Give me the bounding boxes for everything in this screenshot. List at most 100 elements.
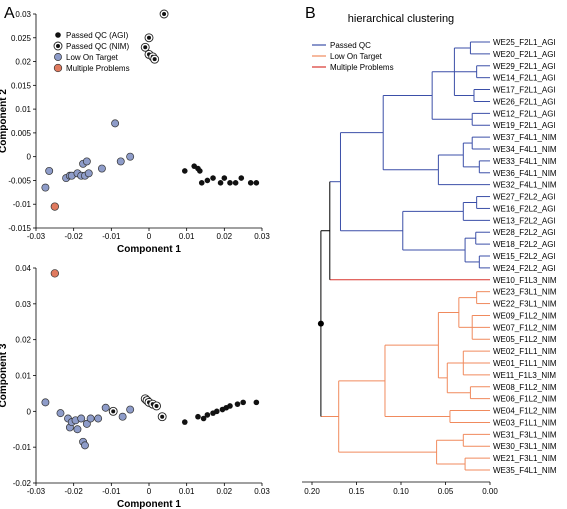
x-axis-label: Component 1 bbox=[117, 499, 181, 509]
data-point bbox=[238, 175, 245, 181]
tree-legend-item: Low On Target bbox=[312, 52, 383, 61]
data-point bbox=[97, 164, 106, 173]
leaf-label: WE02_F1L1_NIM bbox=[493, 347, 557, 356]
marker-core bbox=[56, 44, 60, 48]
leaf-label: WE36_F4L1_NIM bbox=[493, 169, 557, 178]
x-tick-label: -0.03 bbox=[27, 487, 46, 496]
y-tick-label: -0.01 bbox=[13, 200, 32, 209]
y-axis-label: Component 2 bbox=[0, 89, 9, 153]
marker-core bbox=[152, 57, 157, 62]
leaf-label: WE37_F4L1_NIM bbox=[493, 133, 557, 142]
tree-x-tick-label: 0.05 bbox=[438, 487, 454, 496]
data-point bbox=[111, 119, 120, 128]
tree-x-tick-label: 0.00 bbox=[482, 487, 498, 496]
leaf-label: WE04_F1L2_NIM bbox=[493, 407, 557, 416]
y-tick-label: 0.03 bbox=[15, 300, 31, 309]
data-point bbox=[195, 413, 201, 420]
data-point bbox=[56, 409, 65, 418]
leaf-label: WE29_F2L1_AGI bbox=[493, 62, 556, 71]
tree-legend-label: Passed QC bbox=[330, 41, 371, 50]
scatter-legend: Passed QC (AGI) Passed QC (NIM) Low On Tar… bbox=[53, 31, 130, 73]
data-point bbox=[41, 183, 50, 192]
legend-item: Passed QC (NIM) bbox=[53, 41, 129, 51]
leaf-label: WE18_F2L2_AGI bbox=[493, 240, 556, 249]
legend-marker bbox=[54, 53, 62, 61]
data-point bbox=[181, 419, 188, 425]
y-tick-label: 0.01 bbox=[15, 105, 31, 114]
data-point bbox=[232, 180, 239, 186]
data-point bbox=[126, 405, 135, 414]
chart-title: hierarchical clustering bbox=[348, 13, 454, 25]
data-point bbox=[73, 425, 82, 434]
marker-core bbox=[154, 403, 159, 408]
data-point bbox=[204, 177, 211, 184]
x-axis-label: Component 1 bbox=[117, 244, 181, 255]
y-tick-label: 0.01 bbox=[15, 372, 31, 381]
marker-core bbox=[143, 45, 148, 50]
y-axis-label: Component 3 bbox=[0, 343, 9, 407]
legend-marker bbox=[55, 32, 61, 38]
legend-label: Multiple Problems bbox=[66, 64, 130, 73]
y-tick-label: 0 bbox=[27, 407, 32, 416]
x-tick-label: -0.02 bbox=[65, 232, 84, 241]
data-point bbox=[214, 408, 220, 415]
y-tick-label: 0.03 bbox=[15, 10, 31, 19]
leaf-label: WE10_F1L3_NIM bbox=[493, 276, 557, 285]
panel-label-b: B bbox=[305, 5, 316, 22]
leaf-label: WE20_F2L1_AGI bbox=[493, 50, 556, 59]
leaf-label: WE25_F2L1_AGI bbox=[493, 38, 556, 47]
leaf-label: WE11_F1L3_NIM bbox=[493, 371, 556, 380]
leaf-label: WE14_F2L1_AGI bbox=[493, 74, 556, 83]
leaf-label: WE16_F2L2_AGI bbox=[493, 204, 556, 213]
leaf-label: WE09_F1L2_NIM bbox=[493, 311, 557, 320]
marker-core bbox=[111, 409, 116, 414]
legend-marker bbox=[53, 41, 63, 51]
data-point bbox=[94, 414, 103, 423]
data-point bbox=[84, 169, 93, 178]
x-tick-label: 0.02 bbox=[217, 232, 233, 241]
leaf-label: WE05_F1L2_NIM bbox=[493, 335, 557, 344]
data-point bbox=[159, 9, 169, 19]
tree-legend-item: Multiple Problems bbox=[312, 63, 394, 72]
data-point bbox=[118, 412, 127, 421]
y-tick-label: 0.005 bbox=[11, 129, 32, 138]
tree-legend-label: Multiple Problems bbox=[330, 63, 394, 72]
x-tick-label: 0 bbox=[147, 232, 152, 241]
tree-x-tick-label: 0.10 bbox=[393, 487, 409, 496]
x-tick-label: 0.03 bbox=[254, 487, 270, 496]
data-point bbox=[227, 403, 233, 409]
y-tick-label: 0 bbox=[27, 153, 32, 162]
data-point bbox=[82, 419, 91, 428]
leaf-label: WE33_F4L1_NIM bbox=[493, 157, 557, 166]
leaf-label: WE21_F3L1_NIM bbox=[493, 454, 557, 463]
data-point bbox=[150, 54, 160, 64]
legend-item: Multiple Problems bbox=[53, 63, 130, 73]
data-point bbox=[198, 180, 205, 186]
data-point bbox=[101, 403, 110, 412]
scatter-bottom: -0.03 -0.02 -0.01 0 0.01 0.02 0.03-0.02-0.0100… bbox=[0, 264, 270, 509]
data-point bbox=[200, 415, 207, 422]
data-point bbox=[86, 414, 95, 423]
data-point bbox=[204, 412, 211, 418]
leaf-label: WE32_F4L1_NIM bbox=[493, 181, 557, 190]
leaf-label: WE17_F2L1_AGI bbox=[493, 86, 556, 95]
leaf-label: WE13_F2L2_AGI bbox=[493, 216, 556, 225]
dendrogram: hierarchical clustering WE25_F2L1_AGI WE20… bbox=[302, 13, 557, 496]
y-tick-label: 0.04 bbox=[15, 264, 31, 273]
leaf-label: WE24_F2L2_AGI bbox=[493, 264, 556, 273]
panel-label-a: A bbox=[4, 5, 15, 22]
tree-legend-label: Low On Target bbox=[330, 52, 383, 61]
data-point bbox=[144, 33, 154, 43]
x-tick-label: 0 bbox=[147, 487, 152, 496]
leaf-label: WE15_F2L2_AGI bbox=[493, 252, 556, 261]
tree-x-tick-label: 0.20 bbox=[304, 487, 320, 496]
leaf-label: WE26_F2L1_AGI bbox=[493, 97, 556, 106]
marker-core bbox=[162, 12, 167, 16]
data-point bbox=[217, 180, 224, 186]
data-point bbox=[157, 412, 167, 422]
x-tick-label: -0.01 bbox=[102, 232, 121, 241]
leaf-label: WE03_F1L1_NIM bbox=[493, 418, 557, 427]
marker-core bbox=[147, 35, 151, 40]
y-tick-label: -0.01 bbox=[13, 443, 32, 452]
